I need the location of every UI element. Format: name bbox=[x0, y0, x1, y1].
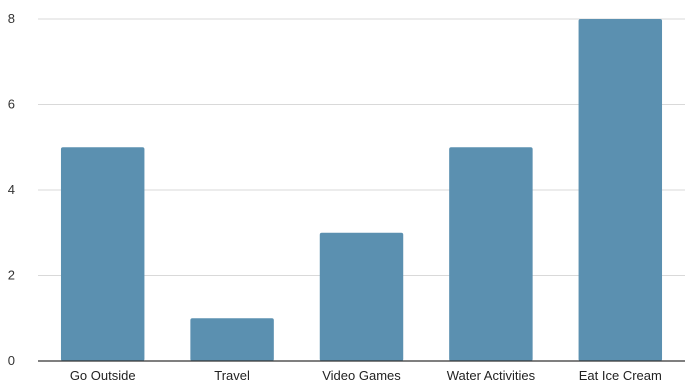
y-tick-label: 4 bbox=[8, 182, 15, 197]
bars bbox=[60, 19, 663, 361]
x-category-label: Go Outside bbox=[70, 368, 136, 383]
x-category-label: Eat Ice Cream bbox=[579, 368, 662, 383]
y-tick-label: 8 bbox=[8, 11, 15, 26]
bar-travel bbox=[190, 318, 274, 361]
x-category-label: Water Activities bbox=[447, 368, 536, 383]
bar-go-outside bbox=[60, 147, 145, 361]
bar-video-games bbox=[319, 232, 404, 361]
y-tick-label: 6 bbox=[8, 97, 15, 112]
x-category-label: Video Games bbox=[322, 368, 401, 383]
x-axis-labels: Go Outside Travel Video Games Water Activit… bbox=[70, 368, 662, 383]
bar-eat-ice-cream bbox=[578, 19, 663, 361]
y-tick-label: 2 bbox=[8, 268, 15, 283]
bar-water-activities bbox=[449, 147, 533, 361]
x-category-label: Travel bbox=[214, 368, 250, 383]
y-tick-label: 0 bbox=[8, 353, 15, 368]
y-axis-ticks: 0 2 4 6 8 bbox=[8, 11, 15, 368]
